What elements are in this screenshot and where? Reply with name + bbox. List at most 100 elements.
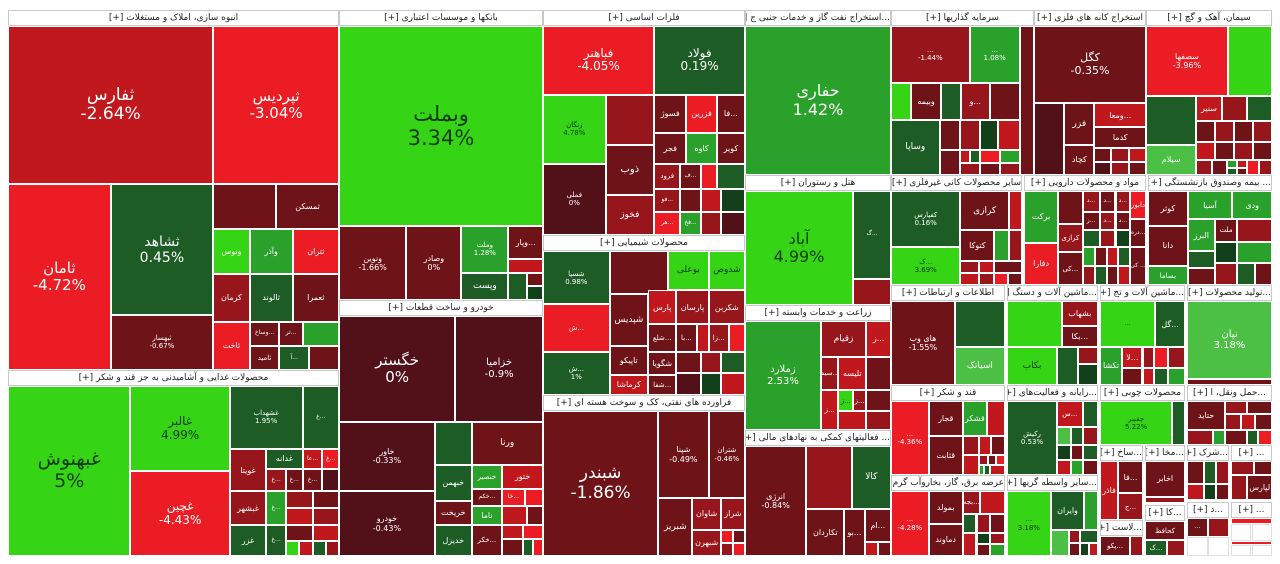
stock-tile-...ک[interactable]: ...ک [1145,540,1167,556]
sector-header[interactable]: محصولات شیمیایی [+] [543,235,745,251]
stock-tile-...بکا[interactable]: ...بکا [1061,326,1098,348]
stock-tile-بشهاب[interactable]: بشهاب [1061,301,1098,327]
stock-tile[interactable] [1216,484,1229,500]
sector-header[interactable]: ...تولید محصولات [+] [1187,285,1272,301]
stock-tile[interactable] [1187,484,1204,500]
stock-tile-...غ[interactable]: ...غ [266,525,287,556]
stock-tile-...فا[interactable]: ...فا [716,94,745,133]
stock-tile-...فا[interactable]: ...فا [1118,461,1143,494]
stock-tile[interactable] [1168,347,1185,369]
stock-tile[interactable] [1082,247,1095,267]
stock-tile-غویتا[interactable]: غویتا [229,448,267,492]
stock-tile-...د[interactable]: ...د [1099,191,1116,212]
stock-tile-فاذر[interactable]: فاذر [1100,461,1119,520]
stock-tile[interactable] [877,541,891,556]
stock-tile-ثامان[interactable]: ثامان -4.72% [8,184,111,370]
sector-header[interactable]: ...لاست [+] [1100,520,1143,536]
stock-tile-...خا[interactable]: ...خا [502,488,525,506]
stock-tile[interactable] [676,351,701,374]
stock-tile-قشکر[interactable]: قشکر [962,401,987,436]
stock-tile-ثبهسار[interactable]: ثبهسار -0.67% [110,314,214,370]
stock-tile-زنگان[interactable]: زنگان 4.78% [543,94,606,164]
stock-tile-...ک[interactable]: ...ک 3.69% [891,247,961,285]
stock-tile[interactable] [1246,160,1260,175]
stock-tile-...فو[interactable]: ...فو [654,189,681,212]
stock-tile[interactable] [1236,160,1247,168]
stock-tile[interactable] [1237,219,1272,242]
stock-tile-حتاید[interactable]: حتاید [1187,401,1226,430]
stock-tile-غبشهر[interactable]: غبشهر [229,491,267,526]
stock-tile-وبملت[interactable]: وبملت 3.34% [339,26,543,227]
stock-tile[interactable] [1106,266,1118,285]
stock-tile[interactable] [991,435,1005,455]
stock-tile-...ج[interactable]: ...ج [1118,493,1143,520]
sector-header[interactable]: بانکها و موسسات اعتباری [+] [339,10,543,26]
stock-tile[interactable] [720,542,733,556]
stock-tile[interactable] [1077,364,1098,385]
stock-tile[interactable] [1082,266,1095,285]
stock-tile[interactable] [1099,230,1116,248]
stock-tile-خدیزل[interactable]: خدیزل [434,524,472,556]
stock-tile-وملت[interactable]: وملت 1.28% [461,226,509,273]
stock-tile[interactable] [1008,230,1022,261]
stock-tile-...بو[interactable]: ...بو [844,508,865,556]
stock-tile[interactable] [1145,496,1185,503]
stock-tile-...گل[interactable]: ...گل [1155,301,1185,348]
stock-tile-...لا[interactable]: ...لا [1122,347,1143,369]
sector-header[interactable]: ... [+] [1231,445,1272,461]
stock-tile[interactable] [994,260,1022,273]
sector-header[interactable]: ...مخا [+] [1145,445,1185,461]
stock-tile-...گ[interactable]: ...گ [853,191,891,279]
sector-header[interactable]: ...ساخ [+] [1100,445,1143,461]
stock-tile-...ثر[interactable]: ...ثر [279,321,303,346]
stock-tile[interactable] [322,469,339,492]
stock-tile[interactable] [1082,445,1098,461]
stock-tile-...ز[interactable]: ...ز [838,389,854,412]
stock-tile[interactable] [732,529,745,543]
stock-tile-دانا[interactable]: دانا [1148,225,1188,267]
stock-tile[interactable] [1225,401,1247,415]
stock-tile-...آ[interactable]: ...آ [279,345,310,370]
stock-tile[interactable] [1167,540,1185,556]
stock-tile[interactable] [1034,103,1065,175]
stock-tile-قثابت[interactable]: قثابت [928,435,963,475]
stock-tile-غزر[interactable]: غزر [229,525,267,556]
stock-tile[interactable] [1258,429,1272,445]
stock-tile[interactable] [1259,160,1272,175]
stock-tile[interactable] [526,286,543,300]
stock-tile[interactable] [979,163,1000,175]
stock-tile[interactable] [522,539,533,556]
stock-tile-بساما[interactable]: بساما [1148,266,1188,285]
stock-tile-خبهمن[interactable]: خبهمن [434,464,472,501]
stock-tile-...زا[interactable]: ...زا [708,324,729,352]
stock-tile[interactable] [502,539,523,556]
stock-tile-های وب[interactable]: های وب -1.55% [891,301,955,385]
stock-tile[interactable] [1057,445,1071,461]
stock-tile[interactable] [716,163,745,190]
stock-tile-...ز[interactable]: ...ز [1082,211,1100,231]
stock-tile-کحافظ[interactable]: کحافظ [1145,521,1185,541]
stock-tile[interactable] [700,373,721,395]
stock-tile-وآذر[interactable]: وآذر [249,228,293,274]
stock-tile[interactable] [979,119,999,150]
stock-tile[interactable] [1208,537,1229,556]
stock-tile-بمولد[interactable]: بمولد [928,491,963,524]
stock-tile[interactable] [999,163,1020,175]
stock-tile-ملت[interactable]: ملت [1214,219,1238,242]
stock-tile[interactable] [962,455,979,475]
sector-header[interactable]: ...رایانه و فعالیت‌های [+] [1007,385,1098,401]
stock-tile-...د[interactable]: ...د [1099,211,1116,231]
stock-tile-...س[interactable]: ...س [1057,401,1083,427]
stock-tile[interactable] [1187,537,1208,556]
stock-tile-ونوس[interactable]: ونوس [213,228,250,274]
stock-tile[interactable] [1094,148,1112,162]
stock-tile[interactable] [1057,426,1071,446]
stock-tile[interactable] [1237,241,1272,264]
sector-header[interactable]: فراورده های نفتی، کک و سوخت هسته ای [+] [543,395,745,411]
stock-tile-اسیاتک[interactable]: اسیاتک [954,347,1005,385]
stock-tile-بوعلی[interactable]: بوعلی [668,251,709,290]
stock-tile-کرازی[interactable]: کرازی [1058,223,1083,253]
stock-tile[interactable] [959,149,970,164]
stock-tile[interactable] [999,149,1020,164]
stock-tile[interactable] [1153,368,1168,385]
